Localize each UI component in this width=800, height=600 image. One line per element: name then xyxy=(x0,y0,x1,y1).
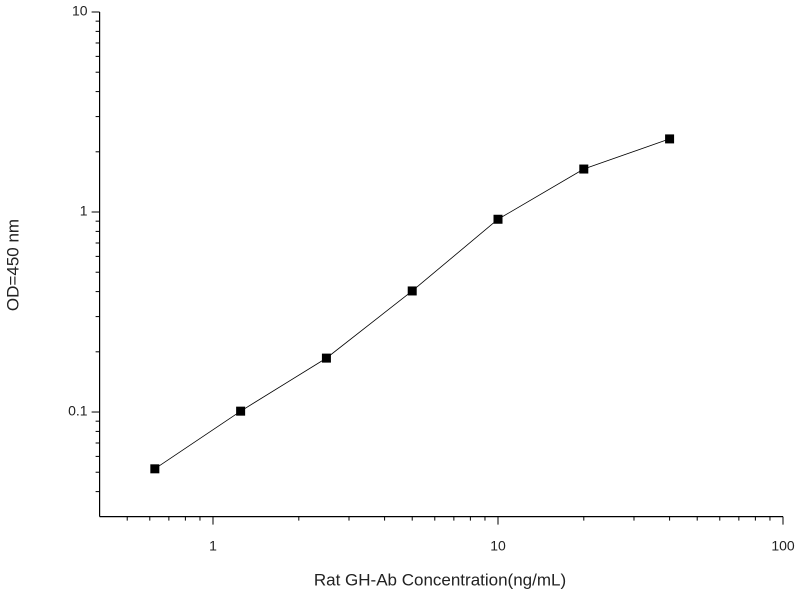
y-axis-label: OD=450 nm xyxy=(3,219,22,311)
data-point xyxy=(236,406,246,416)
data-point xyxy=(579,164,589,174)
y-tick-label: 0.1 xyxy=(68,403,88,419)
x-tick-label: 1 xyxy=(209,537,217,553)
data-point xyxy=(150,464,160,474)
data-point xyxy=(407,286,417,296)
data-line xyxy=(154,138,670,470)
y-tick-label: 1 xyxy=(80,203,88,219)
data-point xyxy=(665,134,675,144)
x-tick-label: 10 xyxy=(490,537,506,553)
x-axis-label: Rat GH-Ab Concentration(ng/mL) xyxy=(314,570,566,589)
x-tick-label: 100 xyxy=(771,537,795,553)
data-point xyxy=(493,214,503,224)
y-tick-label: 10 xyxy=(72,3,88,19)
data-point xyxy=(321,353,331,363)
